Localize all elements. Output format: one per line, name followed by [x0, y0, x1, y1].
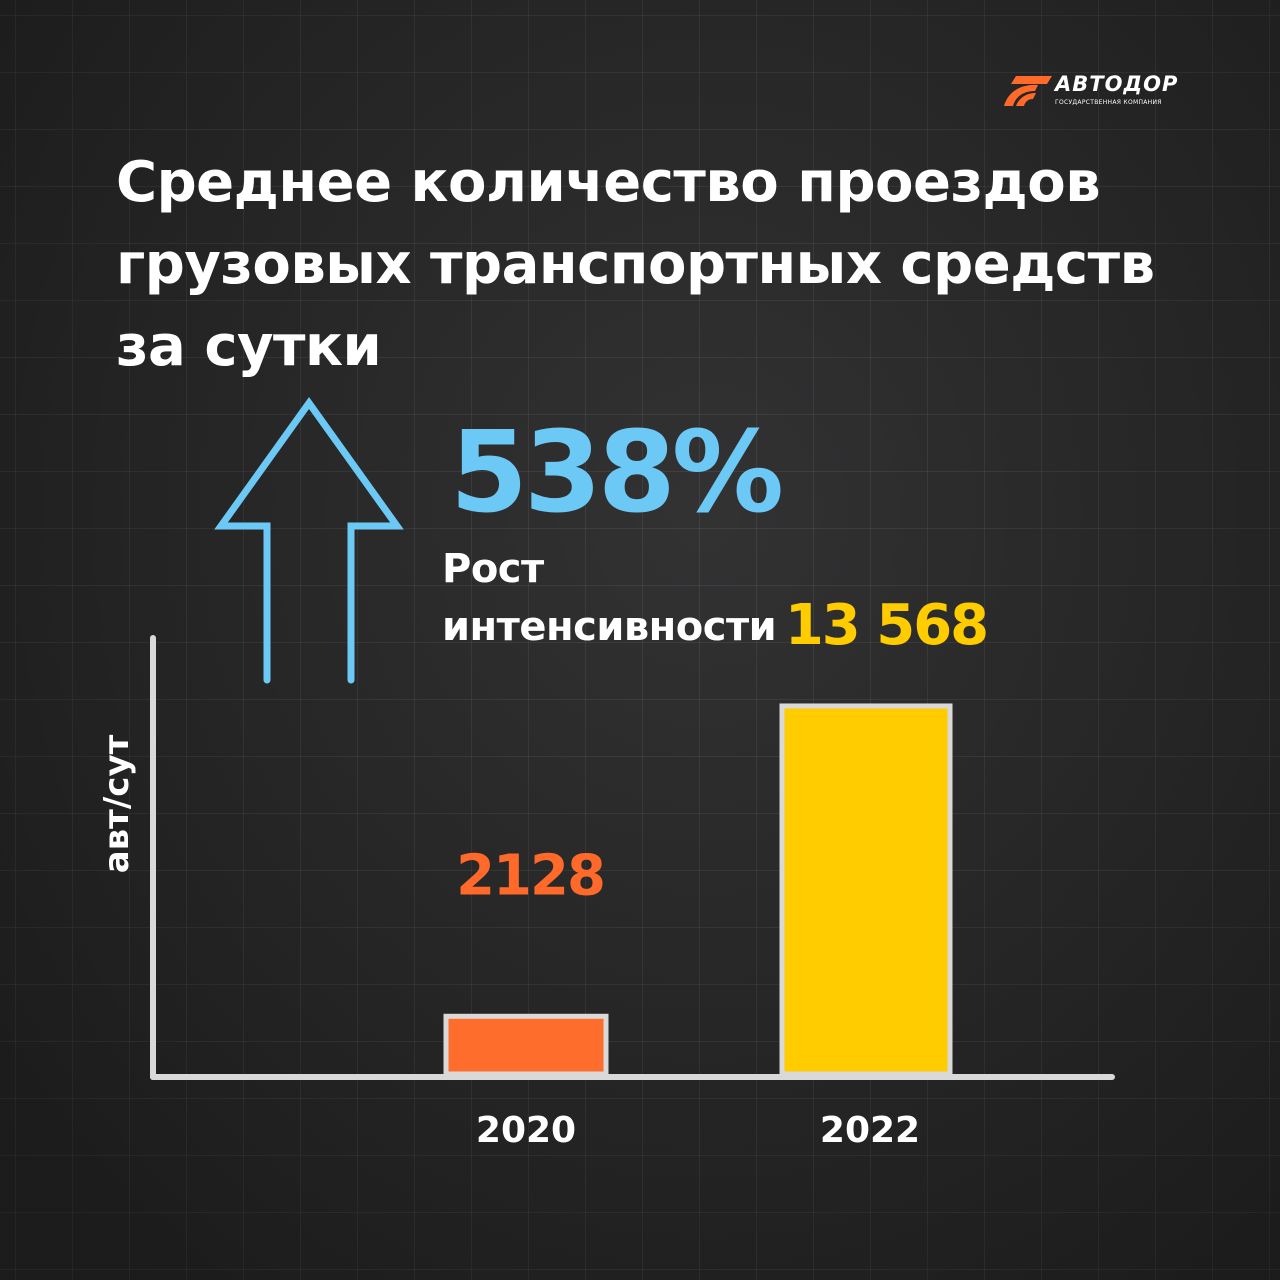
brand-subtitle: ГОСУДАРСТВЕННАЯ КОМПАНИЯ — [1055, 99, 1162, 106]
growth-label-line-2: интенсивности — [442, 604, 777, 650]
bar-2022 — [779, 703, 953, 1077]
bar-group: 2128 2020 13 568 2022 — [443, 593, 989, 1151]
title-line-2: грузовых транспортных средств — [116, 232, 1155, 297]
growth-percent: 538% — [450, 408, 784, 538]
growth-label: Рост интенсивности — [442, 540, 777, 656]
growth-label-line-1: Рост — [442, 546, 544, 592]
brand-name: АВТОДОР — [1055, 72, 1179, 96]
title-line-1: Среднее количество проездов — [116, 150, 1101, 215]
x-tick-label-2022: 2022 — [820, 1110, 920, 1151]
title-line-3: за сутки — [116, 314, 382, 379]
brand-logo-icon — [1004, 76, 1052, 106]
bar-2020 — [443, 1013, 609, 1077]
value-label-2020: 2128 — [456, 843, 604, 908]
x-tick-label-2020: 2020 — [476, 1110, 576, 1151]
page-title: Среднее количество проездов грузовых тра… — [116, 142, 1176, 388]
y-axis-label: авт/сут — [97, 734, 137, 873]
brand-logo: АВТОДОР ГОСУДАРСТВЕННАЯ КОМПАНИЯ — [1002, 72, 1192, 112]
value-label-2022: 13 568 — [785, 593, 987, 658]
